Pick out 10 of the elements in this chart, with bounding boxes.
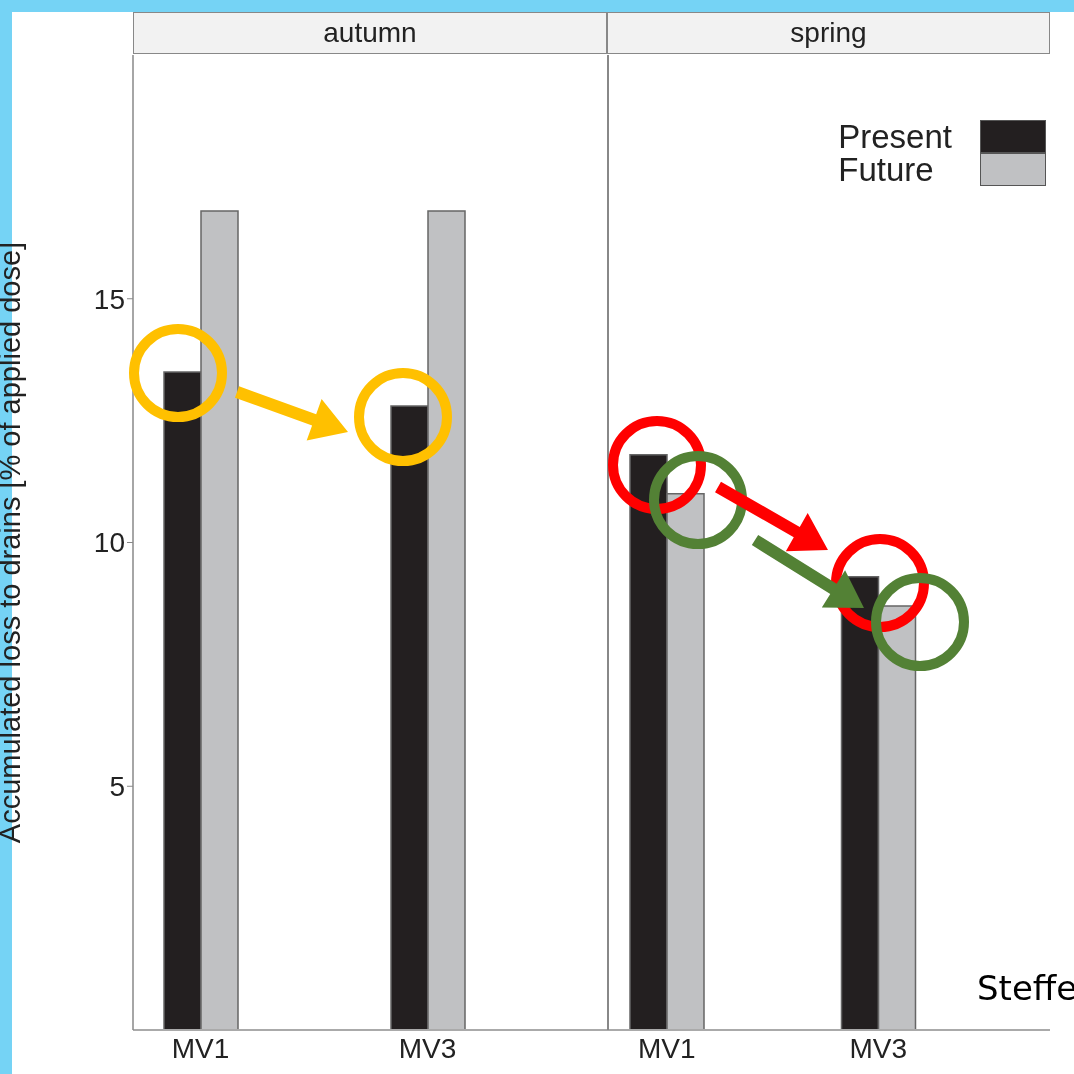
x-tick-label: MV3 — [849, 1032, 908, 1064]
y-tick-label: 10 — [93, 527, 125, 559]
x-tick-label: MV3 — [398, 1032, 457, 1064]
y-axis-title: Accumulated loss to drains [% of applied dose] — [0, 241, 27, 844]
x-tick-label: MV1 — [637, 1032, 696, 1064]
chart-title: spring — [607, 12, 1050, 54]
chart-title: autumn — [133, 12, 607, 54]
x-tick-label: MV1 — [171, 1032, 230, 1064]
y-tick-label: 5 — [109, 771, 125, 803]
y-tick-label: 15 — [93, 283, 125, 315]
